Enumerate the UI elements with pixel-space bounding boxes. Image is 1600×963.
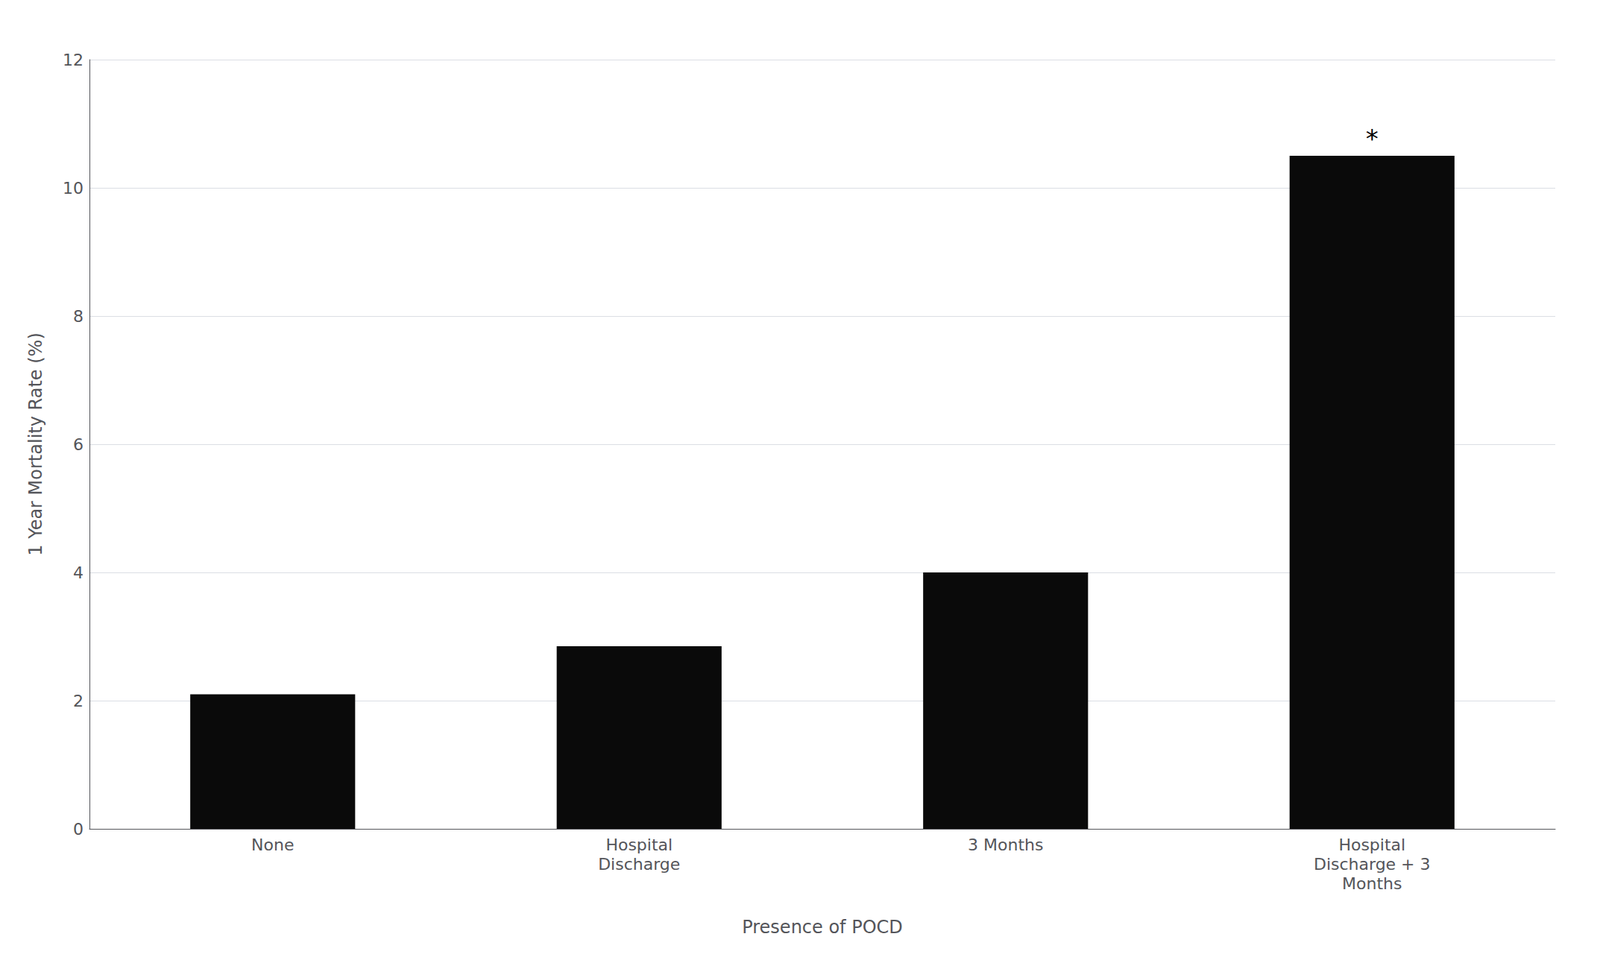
- svg-text:6: 6: [73, 435, 84, 455]
- svg-text:Presence of POCD: Presence of POCD: [741, 917, 903, 938]
- svg-text:Discharge + 3: Discharge + 3: [1313, 855, 1431, 874]
- svg-text:8: 8: [73, 307, 84, 326]
- svg-text:Hospital: Hospital: [1338, 835, 1406, 855]
- svg-text:Discharge: Discharge: [597, 855, 680, 874]
- svg-text:Months: Months: [1342, 874, 1402, 894]
- svg-text:None: None: [251, 835, 294, 855]
- svg-text:10: 10: [62, 178, 84, 198]
- svg-text:12: 12: [62, 50, 84, 70]
- svg-text:0: 0: [73, 820, 84, 839]
- svg-text:2: 2: [73, 691, 84, 711]
- svg-text:Hospital: Hospital: [605, 835, 673, 855]
- svg-text:4: 4: [73, 563, 84, 583]
- svg-text:*: *: [1365, 123, 1379, 154]
- svg-text:3 Months: 3 Months: [967, 835, 1044, 855]
- svg-text:1 Year Mortality Rate (%): 1 Year Mortality Rate (%): [25, 332, 47, 556]
